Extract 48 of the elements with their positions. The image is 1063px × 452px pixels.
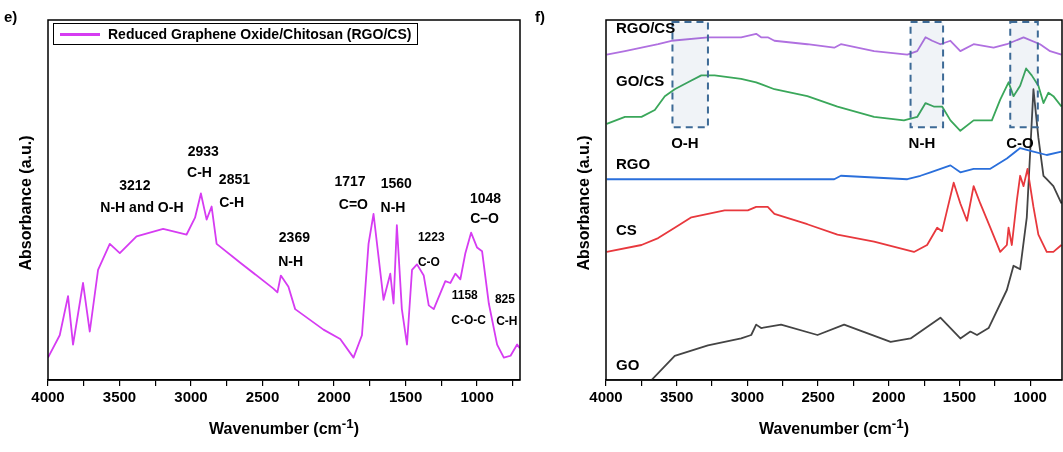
x-tick-label: 3000 <box>174 388 208 406</box>
annotation: 1158 <box>451 288 479 303</box>
text: C-H <box>187 163 212 180</box>
x-tick-label: 1000 <box>460 388 494 406</box>
x-tick-label: 1500 <box>942 388 977 406</box>
legend-label: Reduced Graphene Oxide/Chitosan (RGO/CS) <box>108 26 412 42</box>
x-tick-label: 3500 <box>102 388 137 406</box>
x-tick-label: 1000 <box>1013 388 1047 406</box>
series-label: GO <box>616 356 640 374</box>
annotation: C-H <box>496 314 518 329</box>
chart-title: f) <box>535 8 545 25</box>
text: 1717 <box>334 173 366 190</box>
annotation: N-H <box>380 199 406 216</box>
annotation: C-H <box>219 193 245 210</box>
text: 1560 <box>380 175 413 192</box>
x-tick-label: 2500 <box>245 388 280 406</box>
text: 3212 <box>119 176 151 193</box>
band-label: N-H <box>908 134 936 152</box>
y-axis-title: Absorbance (a.u.) <box>16 133 35 273</box>
text: 2933 <box>187 143 220 160</box>
x-axis-title: Wavenumber (cm$^{-1}$) <box>208 416 360 439</box>
x-tick-label: 3000 <box>730 388 765 406</box>
annotation: N-H and O-H <box>100 199 184 216</box>
annotation: C–O <box>470 210 500 227</box>
x-axis-title: Wavenumber (cm$^{-1}$) <box>758 416 910 439</box>
series-label: RGO/CS <box>616 19 676 37</box>
band-label: O-H <box>671 134 699 152</box>
annotation: N-H <box>278 253 304 270</box>
annotation: C-O-C <box>451 312 487 327</box>
x-tick-label: 2500 <box>801 388 835 406</box>
annotation: C=O <box>338 195 369 212</box>
annotation: C-O <box>417 254 440 269</box>
x-tick-label: 4000 <box>31 388 65 406</box>
annotation: 825 <box>494 292 516 307</box>
x-tick-label: 2000 <box>872 388 906 406</box>
series-label: CS <box>616 221 637 239</box>
annotation: 1223 <box>417 230 445 245</box>
x-tick-label: 2000 <box>317 388 351 406</box>
annotation: 1048 <box>469 189 502 206</box>
x-tick-label: 1500 <box>388 388 423 406</box>
series-label: RGO <box>616 155 651 173</box>
series-label: GO/CS <box>616 72 665 90</box>
y-axis-title: Absorbance (a.u.) <box>574 133 593 273</box>
x-tick-label: 3500 <box>660 388 694 406</box>
annotation: 2369 <box>278 229 311 246</box>
x-tick-label: 4000 <box>589 388 623 406</box>
chart-title: e) <box>4 8 18 25</box>
text: 2851 <box>218 171 251 188</box>
